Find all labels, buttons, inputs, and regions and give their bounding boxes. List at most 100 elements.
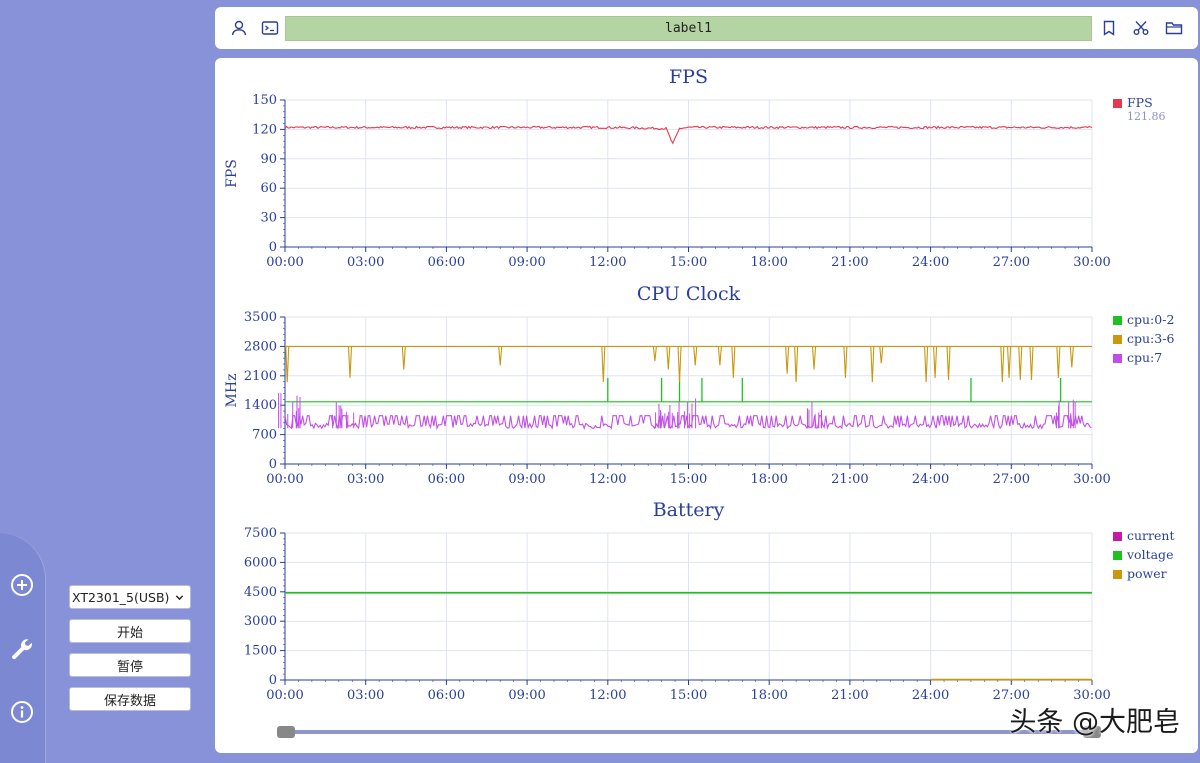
x-tick-label: 18:00: [750, 688, 787, 703]
y-tick-label: 2100: [244, 369, 277, 384]
legend-swatch: [1113, 354, 1122, 363]
x-tick-label: 27:00: [993, 688, 1030, 703]
x-tick-label: 00:00: [266, 472, 303, 487]
toolbar: label1: [215, 7, 1198, 49]
plus-circle-icon[interactable]: [9, 572, 35, 598]
x-tick-label: 06:00: [428, 472, 465, 487]
series-dip: [401, 346, 406, 370]
series-dip: [946, 346, 951, 381]
y-tick-label: 60: [260, 181, 277, 196]
legend-swatch: [1113, 316, 1122, 325]
folder-icon[interactable]: [1165, 19, 1183, 37]
series-dip: [1018, 346, 1023, 381]
user-icon[interactable]: [230, 19, 248, 37]
x-tick-label: 27:00: [993, 255, 1030, 270]
y-tick-label: 3500: [244, 310, 277, 325]
x-tick-label: 27:00: [993, 472, 1030, 487]
x-tick-label: 09:00: [508, 472, 545, 487]
y-tick-label: 6000: [244, 555, 277, 570]
x-tick-label: 03:00: [347, 472, 384, 487]
series-dip: [1000, 346, 1005, 383]
series-dip: [924, 346, 929, 383]
x-tick-label: 18:00: [750, 255, 787, 270]
legend-swatch: [1113, 532, 1122, 541]
scissors-icon[interactable]: [1132, 19, 1150, 37]
legend-swatch: [1113, 551, 1122, 560]
legend-swatch: [1113, 335, 1122, 344]
x-tick-label: 30:00: [1073, 688, 1110, 703]
y-tick-label: 4500: [244, 585, 277, 600]
x-tick-label: 18:00: [750, 472, 787, 487]
device-select[interactable]: XT2301_5(USB): [69, 585, 191, 609]
legend-value: 121.86: [1127, 110, 1166, 123]
y-tick-label: 90: [260, 152, 277, 167]
y-tick-label: 700: [252, 428, 277, 443]
series-dip: [794, 346, 799, 383]
x-tick-label: 21:00: [831, 472, 868, 487]
series-dip: [285, 346, 290, 383]
series-dip: [933, 346, 938, 378]
x-tick-label: 09:00: [508, 688, 545, 703]
series-dip: [666, 346, 671, 370]
x-tick-label: 30:00: [1073, 255, 1110, 270]
series-dip: [1056, 346, 1061, 378]
x-tick-label: 12:00: [589, 255, 626, 270]
info-icon[interactable]: [9, 699, 35, 725]
y-tick-label: 120: [252, 122, 277, 137]
start-button[interactable]: 开始: [69, 619, 191, 643]
x-tick-label: 00:00: [266, 688, 303, 703]
x-tick-label: 15:00: [670, 472, 707, 487]
series-dip: [677, 346, 682, 383]
series-line-FPS: [284, 125, 1093, 145]
x-tick-label: 12:00: [589, 688, 626, 703]
bookmark-icon[interactable]: [1100, 19, 1118, 37]
y-tick-label: 0: [269, 240, 277, 255]
terminal-icon[interactable]: [261, 19, 279, 37]
y-tick-label: 0: [269, 457, 277, 472]
x-tick-label: 06:00: [428, 688, 465, 703]
chevron-down-icon: [175, 594, 184, 600]
x-tick-label: 03:00: [347, 255, 384, 270]
legend-swatch: [1113, 570, 1122, 579]
y-tick-label: 7500: [244, 526, 277, 541]
x-tick-label: 15:00: [670, 255, 707, 270]
legend-label: FPS: [1127, 95, 1153, 110]
save-data-button[interactable]: 保存数据: [69, 687, 191, 711]
y-tick-label: 2800: [244, 339, 277, 354]
chart-panel: FPS FPS 00:00 03:00 06:00 09:00 12:00 15:00 18:0…: [215, 58, 1198, 753]
y-axis-label: FPS: [224, 159, 240, 188]
x-tick-label: 24:00: [912, 472, 949, 487]
y-tick-label: 0: [269, 673, 277, 688]
slider-start-handle[interactable]: [277, 726, 295, 738]
series-dip: [843, 346, 848, 378]
time-range-slider[interactable]: [287, 730, 1095, 734]
series-dip: [693, 346, 698, 366]
series-dip: [347, 346, 353, 378]
legend-label: current: [1127, 528, 1174, 543]
wrench-icon[interactable]: [9, 636, 35, 662]
series-dip: [785, 346, 790, 374]
y-tick-label: 1400: [244, 398, 277, 413]
label-bar[interactable]: label1: [285, 16, 1092, 41]
series-dip: [1007, 346, 1012, 378]
device-select-value: XT2301_5(USB): [72, 589, 170, 605]
y-tick-label: 150: [252, 93, 277, 108]
series-dip: [652, 346, 657, 362]
x-tick-label: 00:00: [266, 255, 303, 270]
series-dip: [879, 346, 884, 364]
x-tick-label: 15:00: [670, 688, 707, 703]
legend-label: cpu:0-2: [1127, 312, 1174, 327]
x-tick-label: 06:00: [428, 255, 465, 270]
x-tick-label: 09:00: [508, 255, 545, 270]
slider-end-handle[interactable]: [1083, 726, 1101, 738]
y-tick-label: 3000: [244, 614, 277, 629]
chart-title: CPU Clock: [637, 283, 741, 305]
pause-button[interactable]: 暂停: [69, 653, 191, 677]
x-tick-label: 21:00: [831, 688, 868, 703]
y-axis-label: MHz: [224, 374, 240, 408]
legend-label: cpu:7: [1127, 350, 1162, 365]
y-tick-label: 30: [260, 211, 277, 226]
x-tick-label: 03:00: [347, 688, 384, 703]
series-dip: [717, 346, 722, 366]
x-tick-label: 30:00: [1073, 472, 1110, 487]
